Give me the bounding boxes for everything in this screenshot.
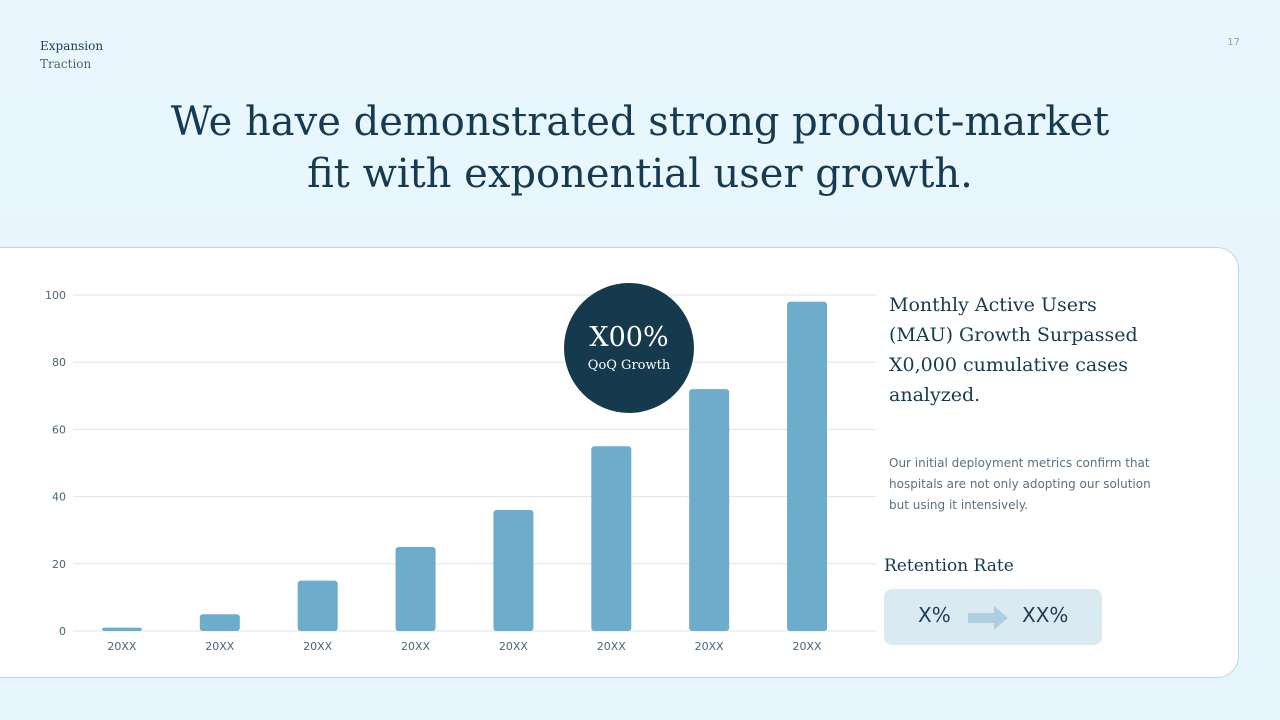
bar-2 — [199, 614, 240, 631]
x-tick-label: 20XX — [303, 640, 333, 653]
y-tick-label: 100 — [45, 289, 66, 302]
x-tick-label: 20XX — [695, 640, 725, 653]
y-tick-label: 80 — [52, 356, 66, 369]
x-tick-label: 20XX — [597, 640, 627, 653]
bar-5 — [493, 510, 534, 631]
page-title: We have demonstrated strong product-mark… — [140, 96, 1140, 200]
x-tick-label: 20XX — [205, 640, 235, 653]
bar-7 — [689, 389, 730, 631]
breadcrumb-section: Expansion — [40, 39, 104, 53]
retention-from: X% — [918, 603, 951, 627]
retention-box: X% XX% — [884, 589, 1102, 645]
bar-1 — [101, 627, 142, 631]
page-number: 17 — [1227, 37, 1240, 48]
bar-6 — [591, 446, 632, 631]
breadcrumb-subsection: Traction — [40, 57, 92, 71]
bar-chart: 0 20 40 60 80 100 20XX 20XX 20XX 20XX 20XX 20XX 20XX… — [45, 289, 876, 653]
mau-heading: Monthly Active Users (MAU) Growth Surpas… — [889, 294, 1138, 406]
y-tick-label: 40 — [52, 491, 66, 504]
bar-3 — [297, 580, 338, 631]
bar-4 — [395, 547, 436, 631]
x-tick-label: 20XX — [107, 640, 137, 653]
arrow-right-icon — [968, 606, 1008, 630]
y-tick-label: 60 — [52, 423, 66, 436]
title-line-1: We have demonstrated strong product-mark… — [170, 99, 1110, 145]
x-tick-label: 20XX — [499, 640, 529, 653]
x-tick-label: 20XX — [401, 640, 431, 653]
x-tick-label: 20XX — [793, 640, 823, 653]
growth-value: X00% — [589, 322, 669, 353]
breadcrumb: Expansion Traction — [40, 37, 103, 73]
y-tick-label: 20 — [52, 558, 66, 571]
growth-label: QoQ Growth — [587, 358, 671, 373]
retention-label: Retention Rate — [884, 556, 1014, 576]
growth-badge: X00% QoQ Growth — [564, 283, 694, 413]
retention-to: XX% — [1022, 603, 1069, 627]
y-tick-label: 0 — [59, 625, 66, 638]
mau-description: Our initial deployment metrics confirm t… — [889, 456, 1151, 512]
title-line-2: fit with exponential user growth. — [307, 151, 973, 197]
bar-8 — [787, 301, 828, 631]
